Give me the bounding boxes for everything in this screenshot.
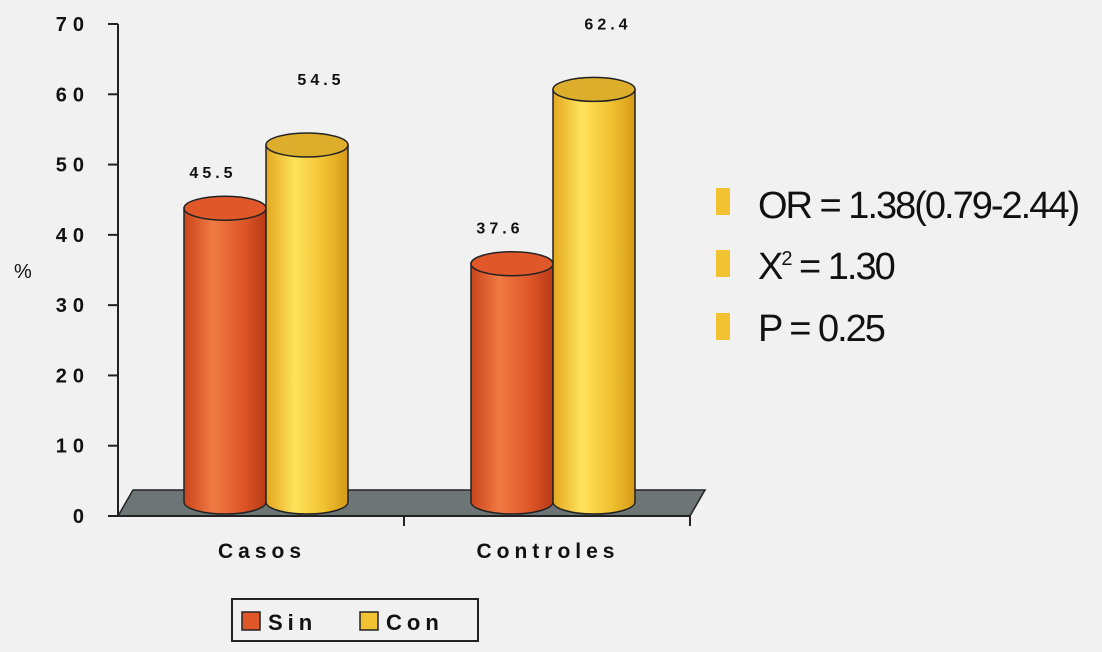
stat-bullet-1 <box>716 188 730 215</box>
stats-block: OR = 1.38(0.79-2.44) X2 = 1.30 P = 0.25 <box>716 185 1080 350</box>
stat-p-value: P = 0.25 <box>758 308 885 350</box>
legend-swatch-sin <box>241 611 261 631</box>
data-label-sin-controles: 37.6 <box>476 221 523 238</box>
y-tick-label: 70 <box>56 14 90 36</box>
category-label: Controles <box>476 540 619 563</box>
bar-con-casos <box>265 132 349 515</box>
y-axis-label: % <box>14 261 32 283</box>
y-tick-label: 20 <box>56 365 90 387</box>
legend: Sin Con <box>231 598 479 642</box>
data-label-con-casos: 54.5 <box>297 72 344 89</box>
legend-label-sin: Sin <box>268 610 317 635</box>
stat-or: OR = 1.38(0.79-2.44) <box>758 185 1078 227</box>
y-axis-ticks: 0 10 20 30 40 50 60 70 <box>56 14 118 528</box>
stat-chi-square: X2 = 1.30 <box>758 246 895 288</box>
stat-bullet-3 <box>716 313 730 340</box>
bar-sin-casos <box>183 195 267 515</box>
y-tick-label: 10 <box>56 436 90 458</box>
y-tick-label: 0 <box>73 506 90 528</box>
category-label: Casos <box>218 540 306 563</box>
chi-value: = 1.30 <box>790 246 894 288</box>
chi-symbol: X <box>758 246 783 288</box>
y-tick-label: 50 <box>56 155 90 177</box>
bars <box>183 76 636 515</box>
y-tick-label: 40 <box>56 225 90 247</box>
bar-sin-controles <box>470 250 554 515</box>
data-label-con-controles: 62.4 <box>584 16 631 33</box>
y-tick-label: 60 <box>56 84 90 106</box>
legend-box <box>231 598 479 642</box>
legend-swatch-con <box>359 611 379 631</box>
data-label-sin-casos: 45.5 <box>189 165 236 182</box>
y-tick-label: 30 <box>56 295 90 317</box>
bar-con-controles <box>552 76 636 515</box>
legend-label-con: Con <box>386 610 444 635</box>
stat-bullet-2 <box>716 250 730 277</box>
data-labels: 45.5 37.6 54.5 62.4 <box>189 16 631 238</box>
category-labels: Casos Controles <box>218 540 619 563</box>
